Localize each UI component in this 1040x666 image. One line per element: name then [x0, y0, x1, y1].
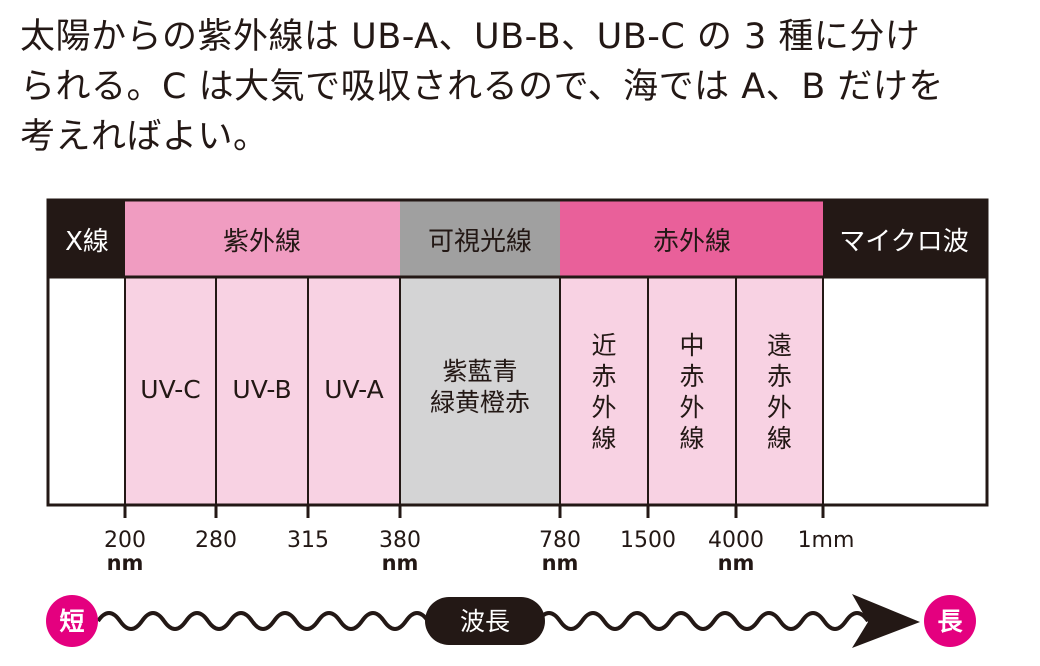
wavelength-pill: [425, 597, 545, 645]
arrow-head: [852, 594, 920, 648]
long-label: 長: [937, 607, 963, 636]
sub-band-label: 紫藍青緑黄橙赤: [430, 357, 530, 417]
short-badge: [46, 595, 98, 647]
band-body-xray: [48, 277, 125, 505]
band-header-xray: [48, 200, 125, 277]
sub-band-label: UV-A: [324, 375, 384, 404]
sub-band-label: 遠赤外線: [767, 331, 792, 453]
band-header-visible: [400, 200, 560, 277]
wavelength-axis: 短 長 波長: [46, 594, 976, 648]
band-header-infrared: [560, 200, 823, 277]
tick-unit: nm: [107, 551, 144, 575]
band-label-infrared: 赤外線: [653, 227, 731, 257]
band-body-ultraviolet: [125, 277, 400, 505]
tick-marks: [48, 503, 987, 518]
band-body-microwave: [823, 277, 987, 505]
bands-layer: [46, 198, 989, 507]
band-labels: X線 紫外線 可視光線 赤外線 マイクロ波: [65, 227, 969, 257]
sub-band-label: 近赤外線: [591, 331, 616, 453]
band-label-ultraviolet: 紫外線: [223, 227, 301, 257]
short-label: 短: [59, 607, 84, 636]
tick-value: 1mm: [798, 528, 855, 553]
tick-value: 4000: [708, 528, 764, 553]
intro-line: 考えればよい。: [20, 117, 269, 157]
band-body-infrared: [560, 277, 823, 505]
tick-value: 315: [287, 528, 329, 553]
band-label-visible: 可視光線: [428, 227, 532, 257]
long-badge: [924, 595, 976, 647]
sub-band-label: UV-B: [232, 375, 291, 404]
band-label-xray: X線: [65, 227, 109, 257]
intro-line: 太陽からの紫外線は UB-A、UB-B、UB-C の 3 種に分け: [20, 17, 921, 57]
tick-value: 280: [195, 528, 237, 553]
band-header-microwave: [823, 200, 987, 277]
band-body-visible: [400, 277, 560, 505]
tick-unit: nm: [718, 551, 755, 575]
tick-value: 1500: [620, 528, 676, 553]
tick-value: 200: [104, 528, 146, 553]
sub-band-label: 中赤外線: [679, 331, 704, 453]
band-header-ultraviolet: [125, 200, 400, 277]
intro-line: られる。C は大気で吸収されるので、海では A、B だけを: [20, 67, 944, 107]
tick-unit: nm: [542, 551, 579, 575]
wavelength-label: 波長: [460, 607, 510, 636]
sub-band-labels: UV-C UV-B UV-A 紫藍青緑黄橙赤 近赤外線 中赤外線 遠赤外線: [140, 331, 792, 453]
band-label-microwave: マイクロ波: [839, 227, 968, 257]
tick-value: 780: [539, 528, 581, 553]
tick-unit: nm: [382, 551, 419, 575]
intro-text: 太陽からの紫外線は UB-A、UB-B、UB-C の 3 種に分け られる。C …: [20, 12, 1030, 162]
tick-value: 380: [379, 528, 421, 553]
sub-band-label: UV-C: [140, 375, 200, 404]
